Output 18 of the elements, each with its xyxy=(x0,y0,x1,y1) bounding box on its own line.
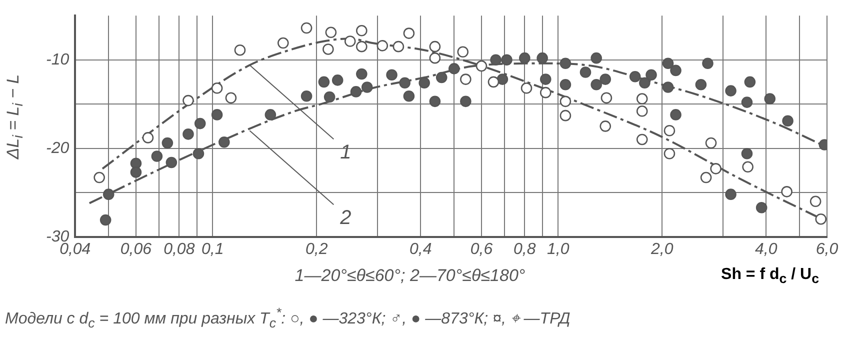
x-tick-label: 0,6 xyxy=(470,240,493,258)
x-tick-label: 6,0 xyxy=(816,240,838,258)
x-tick-label: 2,0 xyxy=(650,240,674,258)
text: Модели с d$_{c}$ = 100 мм при разных T$_{c}$$^{*}$: ○, ● —323°К; ♂, ● —873°К; ¤, ⌖ —ТРД xyxy=(5,305,572,331)
x-tick-label: 0,8 xyxy=(514,240,536,258)
x-tick-label: 0,08 xyxy=(164,240,195,258)
text: 1—20°≤θ≤60°; 2—70°≤θ≤180° xyxy=(294,266,526,286)
x-tick-label: 0,4 xyxy=(410,240,432,258)
x-tick-label: 1,0 xyxy=(547,240,570,258)
x-tick-label: 0,04 xyxy=(60,240,91,258)
x-axis-title: Sh = f d$_{c}$ / U$_{c}$ xyxy=(720,266,820,286)
x-tick-label: 0,1 xyxy=(201,240,224,258)
y-tick-label: -10 xyxy=(46,51,70,68)
y-tick-label: -20 xyxy=(46,140,70,157)
x-tick-label: 4,0 xyxy=(755,240,778,258)
annotation: 2 xyxy=(339,207,352,230)
x-tick-label: 0,2 xyxy=(306,240,328,258)
x-tick-label: 0,06 xyxy=(120,240,152,258)
